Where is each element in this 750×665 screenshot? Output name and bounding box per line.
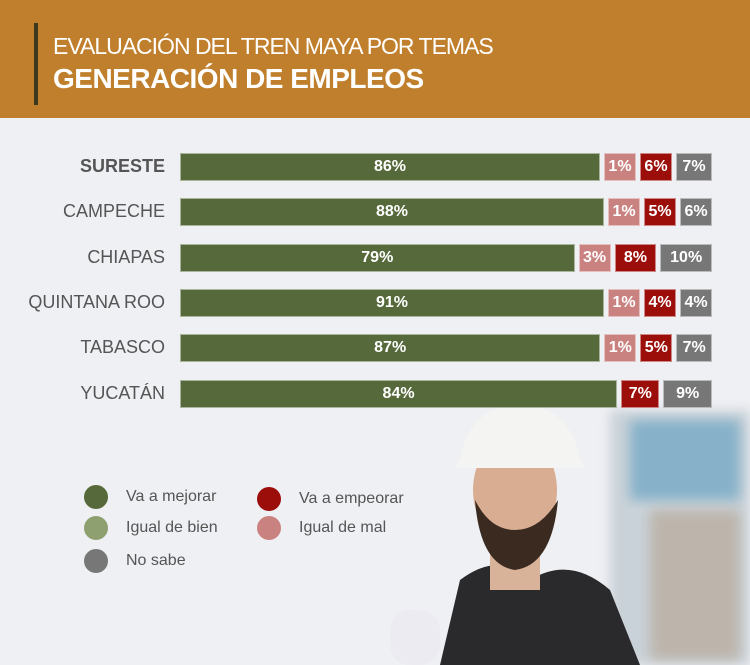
header-accent-bar xyxy=(34,23,38,105)
legend-item: Igual de mal xyxy=(257,516,386,540)
header-title: GENERACIÓN DE EMPLEOS xyxy=(53,63,424,94)
bar-row: CAMPECHE 88% 1% 5% 6% xyxy=(0,198,750,227)
category-label: YUCATÁN xyxy=(80,382,165,403)
legend-item: No sabe xyxy=(84,549,186,573)
bar-segment-va-a-mejorar: 86% xyxy=(180,153,600,181)
bar-segment-igual-de-mal: 3% xyxy=(578,243,611,272)
bar-stack: 79% 3% 8% 10% xyxy=(180,243,712,272)
bar-segment-va-a-mejorar: 91% xyxy=(180,288,604,317)
bar-segment-no-sabe: 4% xyxy=(680,288,712,317)
bar-stack: 86% 1% 6% 7% xyxy=(180,153,712,181)
bar-segment-no-sabe: 6% xyxy=(680,198,712,227)
category-label: SURESTE xyxy=(79,156,165,176)
bar-row: YUCATÁN 84% 7% 9% xyxy=(0,379,750,408)
bar-stack: 87% 1% 5% 7% xyxy=(180,334,712,363)
bar-stack: 84% 7% 9% xyxy=(180,379,713,408)
bar-segment-va-a-empeorar: 5% xyxy=(640,334,673,363)
bar-row: CHIAPAS 79% 3% 8% 10% xyxy=(0,243,750,272)
bar-segment-no-sabe: 10% xyxy=(660,243,712,272)
bar-stack: 91% 1% 4% 4% xyxy=(180,288,712,317)
bar-segment-va-a-mejorar: 84% xyxy=(180,379,618,408)
bar-segment-no-sabe: 7% xyxy=(676,334,712,363)
legend-label: No sabe xyxy=(126,552,186,569)
bar-segment-va-a-mejorar: 87% xyxy=(180,334,601,363)
bar-segment-va-a-mejorar: 88% xyxy=(180,198,604,227)
category-label: QUINTANA ROO xyxy=(28,291,165,312)
header: EVALUACIÓN DEL TREN MAYA POR TEMAS GENER… xyxy=(0,0,750,118)
bar-segment-igual-de-mal: 1% xyxy=(604,334,637,363)
category-label: CAMPECHE xyxy=(62,201,165,222)
bar-segment-igual-de-mal: 1% xyxy=(608,198,640,227)
bar-row: SURESTE 86% 1% 6% 7% xyxy=(0,153,750,181)
bar-segment-no-sabe: 7% xyxy=(675,153,712,181)
bar-row: TABASCO 87% 1% 5% 7% xyxy=(0,334,750,363)
category-label: CHIAPAS xyxy=(87,246,165,267)
bar-segment-va-a-empeorar: 7% xyxy=(621,379,660,408)
legend-label: Va a mejorar xyxy=(126,488,217,505)
legend-swatch-icon xyxy=(84,549,108,573)
legend-label: Va a empeorar xyxy=(299,490,404,507)
bar-row: QUINTANA ROO 91% 1% 4% 4% xyxy=(0,288,750,317)
legend-item: Igual de bien xyxy=(84,516,218,540)
category-label: TABASCO xyxy=(80,337,165,358)
legend-swatch-icon xyxy=(84,516,108,540)
legend-label: Igual de mal xyxy=(299,519,387,536)
bar-segment-va-a-empeorar: 8% xyxy=(614,243,657,272)
legend-swatch-icon xyxy=(257,487,281,511)
bar-segment-va-a-empeorar: 4% xyxy=(644,288,676,317)
bar-stack: 88% 1% 5% 6% xyxy=(180,198,712,227)
legend-label: Igual de bien xyxy=(126,519,218,536)
bar-segment-va-a-empeorar: 6% xyxy=(639,153,672,181)
bar-segment-igual-de-mal: 1% xyxy=(603,153,636,181)
bar-segment-igual-de-mal: 1% xyxy=(608,288,640,317)
header-subtitle: EVALUACIÓN DEL TREN MAYA POR TEMAS xyxy=(53,33,494,59)
worker-photo xyxy=(380,380,750,665)
bar-segment-va-a-mejorar: 79% xyxy=(180,243,575,272)
legend-item: Va a mejorar xyxy=(84,485,216,509)
legend-swatch-icon xyxy=(257,516,281,540)
bar-segment-no-sabe: 9% xyxy=(663,379,713,408)
legend-swatch-icon xyxy=(84,485,108,509)
bar-segment-va-a-empeorar: 5% xyxy=(644,198,676,227)
legend-item: Va a empeorar xyxy=(257,487,404,511)
